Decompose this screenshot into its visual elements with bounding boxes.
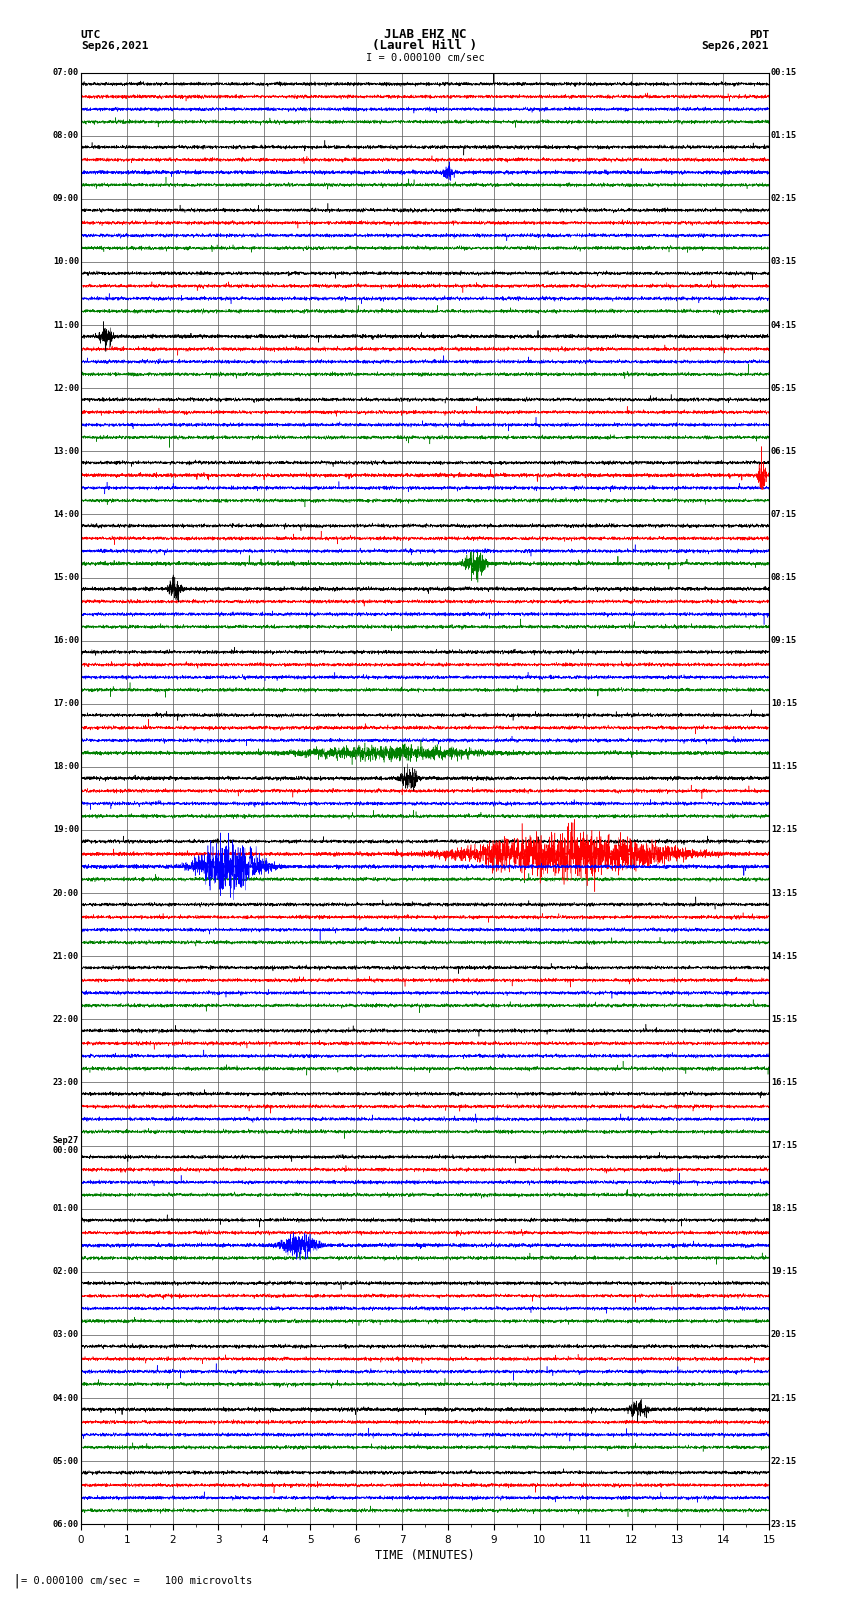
Text: 01:00: 01:00 (53, 1205, 79, 1213)
Text: 09:00: 09:00 (53, 194, 79, 203)
Text: 08:15: 08:15 (771, 573, 797, 582)
Text: 00:15: 00:15 (771, 68, 797, 77)
Text: 01:15: 01:15 (771, 131, 797, 140)
Text: 14:00: 14:00 (53, 510, 79, 519)
X-axis label: TIME (MINUTES): TIME (MINUTES) (375, 1548, 475, 1561)
Text: 07:15: 07:15 (771, 510, 797, 519)
Text: 22:00: 22:00 (53, 1015, 79, 1024)
Text: 04:00: 04:00 (53, 1394, 79, 1403)
Text: Sep26,2021: Sep26,2021 (81, 40, 148, 52)
Text: PDT: PDT (749, 29, 769, 40)
Text: 05:15: 05:15 (771, 384, 797, 392)
Text: 03:00: 03:00 (53, 1331, 79, 1339)
Text: 19:00: 19:00 (53, 826, 79, 834)
Text: 14:15: 14:15 (771, 952, 797, 961)
Text: 16:15: 16:15 (771, 1077, 797, 1087)
Text: 18:00: 18:00 (53, 763, 79, 771)
Text: |: | (13, 1574, 21, 1587)
Text: 05:00: 05:00 (53, 1457, 79, 1466)
Text: JLAB EHZ NC: JLAB EHZ NC (383, 27, 467, 42)
Text: 12:00: 12:00 (53, 384, 79, 392)
Text: UTC: UTC (81, 29, 101, 40)
Text: 23:00: 23:00 (53, 1077, 79, 1087)
Text: 06:15: 06:15 (771, 447, 797, 456)
Text: 21:15: 21:15 (771, 1394, 797, 1403)
Text: 07:00: 07:00 (53, 68, 79, 77)
Text: I = 0.000100 cm/sec: I = 0.000100 cm/sec (366, 53, 484, 63)
Text: 23:15: 23:15 (771, 1519, 797, 1529)
Text: 11:15: 11:15 (771, 763, 797, 771)
Text: 18:15: 18:15 (771, 1205, 797, 1213)
Text: 08:00: 08:00 (53, 131, 79, 140)
Text: (Laurel Hill ): (Laurel Hill ) (372, 39, 478, 53)
Text: = 0.000100 cm/sec =    100 microvolts: = 0.000100 cm/sec = 100 microvolts (21, 1576, 252, 1586)
Text: 22:15: 22:15 (771, 1457, 797, 1466)
Text: 20:15: 20:15 (771, 1331, 797, 1339)
Text: Sep27
00:00: Sep27 00:00 (53, 1136, 79, 1155)
Text: 17:15: 17:15 (771, 1140, 797, 1150)
Text: 10:00: 10:00 (53, 258, 79, 266)
Text: 10:15: 10:15 (771, 700, 797, 708)
Text: Sep26,2021: Sep26,2021 (702, 40, 769, 52)
Text: 17:00: 17:00 (53, 700, 79, 708)
Text: 06:00: 06:00 (53, 1519, 79, 1529)
Text: 13:00: 13:00 (53, 447, 79, 456)
Text: 19:15: 19:15 (771, 1268, 797, 1276)
Text: 15:15: 15:15 (771, 1015, 797, 1024)
Text: 16:00: 16:00 (53, 636, 79, 645)
Text: 02:00: 02:00 (53, 1268, 79, 1276)
Text: 02:15: 02:15 (771, 194, 797, 203)
Text: 03:15: 03:15 (771, 258, 797, 266)
Text: 11:00: 11:00 (53, 321, 79, 329)
Text: 15:00: 15:00 (53, 573, 79, 582)
Text: 12:15: 12:15 (771, 826, 797, 834)
Text: 20:00: 20:00 (53, 889, 79, 897)
Text: 04:15: 04:15 (771, 321, 797, 329)
Text: 13:15: 13:15 (771, 889, 797, 897)
Text: 09:15: 09:15 (771, 636, 797, 645)
Text: 21:00: 21:00 (53, 952, 79, 961)
